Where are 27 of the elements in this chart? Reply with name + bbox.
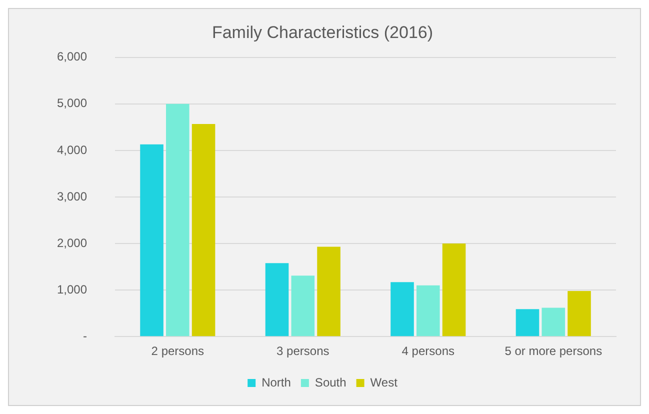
x-tick-label: 3 persons	[276, 344, 330, 358]
legend-label: West	[370, 375, 398, 390]
bar	[166, 104, 190, 336]
x-tick-label: 2 persons	[151, 344, 204, 358]
y-tick-label: 6,000	[57, 50, 88, 64]
legend-label: South	[314, 375, 346, 390]
x-tick-label: 4 persons	[402, 344, 454, 358]
y-tick-label: -	[83, 328, 88, 343]
bar	[568, 291, 591, 336]
y-tick-label: 2,000	[57, 236, 88, 250]
x-tick-label: 5 or more persons	[504, 344, 602, 358]
bar	[516, 309, 540, 336]
y-tick-label: 3,000	[57, 189, 88, 204]
bar	[291, 276, 315, 336]
bar	[317, 246, 340, 336]
y-tick-label: 5,000	[57, 96, 88, 110]
legend-label: North	[262, 375, 291, 390]
bar	[265, 263, 289, 336]
y-tick-label: 4,000	[57, 142, 88, 157]
bar	[140, 144, 164, 336]
bar	[416, 285, 440, 336]
chart-title: Family Characteristics (2016)	[212, 22, 434, 42]
y-tick-label: 1,000	[57, 282, 88, 296]
bar	[390, 282, 414, 336]
bar	[442, 244, 466, 336]
bar	[192, 124, 216, 336]
bar	[542, 308, 566, 336]
